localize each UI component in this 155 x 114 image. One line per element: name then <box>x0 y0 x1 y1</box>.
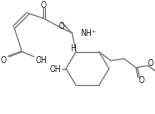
Text: H: H <box>70 44 76 53</box>
Text: OH: OH <box>49 65 61 73</box>
Text: O: O <box>1 56 7 65</box>
Text: NH⁺: NH⁺ <box>80 28 96 37</box>
Text: O: O <box>148 59 154 68</box>
Text: O: O <box>139 75 145 84</box>
Text: O: O <box>41 1 47 10</box>
Text: O⁻: O⁻ <box>59 21 69 30</box>
Text: OH: OH <box>35 56 47 65</box>
